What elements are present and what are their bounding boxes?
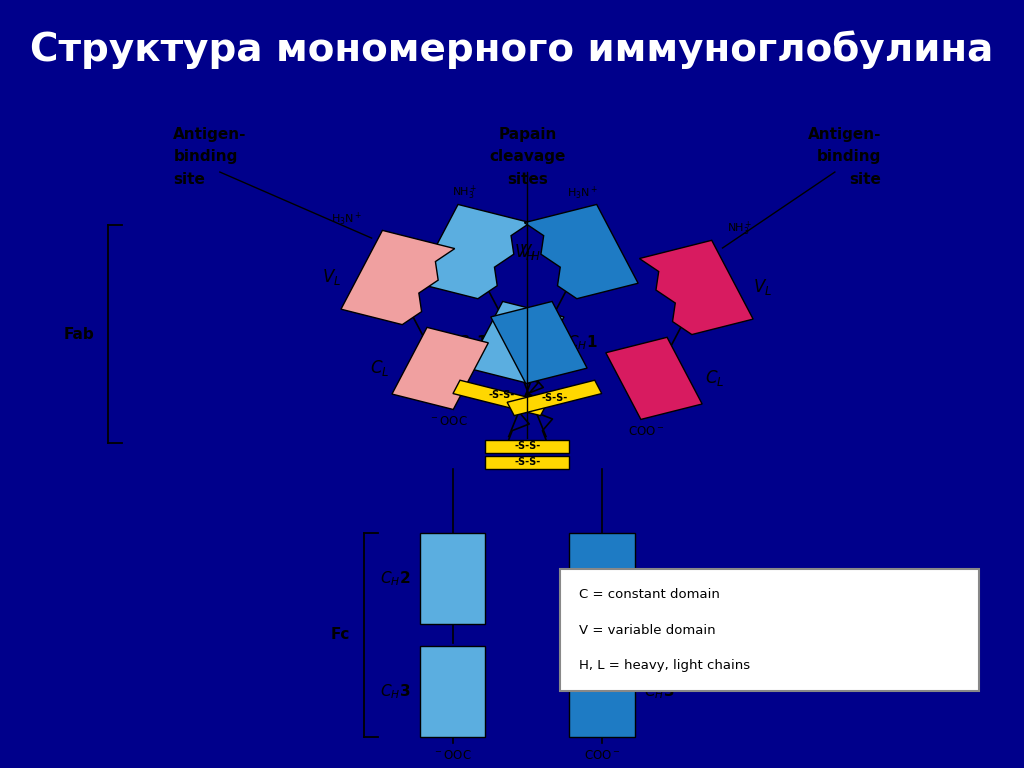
Polygon shape	[490, 302, 587, 383]
Text: COO$^-$: COO$^-$	[584, 750, 621, 763]
Text: $C_H$3: $C_H$3	[644, 569, 675, 588]
Text: cleavage: cleavage	[489, 150, 565, 164]
Text: NH$_3^+$: NH$_3^+$	[727, 220, 753, 238]
Polygon shape	[569, 646, 635, 737]
Text: $V_L$: $V_L$	[753, 277, 772, 297]
Text: H, L = heavy, light chains: H, L = heavy, light chains	[579, 659, 750, 672]
Polygon shape	[468, 302, 564, 383]
Text: $^-$OOC: $^-$OOC	[429, 415, 468, 428]
Text: H$_3$N$^+$: H$_3$N$^+$	[331, 211, 362, 228]
Text: Структура мономерного иммуноглобулина: Структура мономерного иммуноглобулина	[31, 31, 993, 69]
Polygon shape	[420, 533, 485, 624]
Polygon shape	[639, 240, 753, 335]
FancyBboxPatch shape	[560, 569, 979, 691]
Text: $C_L$: $C_L$	[706, 369, 725, 389]
Polygon shape	[392, 327, 488, 409]
Text: sites: sites	[507, 172, 548, 187]
Text: $V_H$: $V_H$	[519, 242, 541, 262]
Text: -S-S-: -S-S-	[514, 457, 541, 468]
Polygon shape	[485, 456, 569, 468]
Text: $C_L$: $C_L$	[370, 359, 389, 379]
Polygon shape	[524, 204, 638, 299]
Text: $C_H$1: $C_H$1	[567, 333, 598, 352]
Text: Antigen-: Antigen-	[173, 127, 247, 142]
Text: binding: binding	[173, 150, 238, 164]
Text: -S-S-: -S-S-	[542, 393, 567, 403]
Text: binding: binding	[817, 150, 882, 164]
Text: Papain: Papain	[498, 127, 557, 142]
Polygon shape	[417, 204, 530, 299]
Text: $C_H$1: $C_H$1	[457, 333, 487, 352]
Text: -S-S-: -S-S-	[488, 390, 515, 400]
Text: $V_H$: $V_H$	[514, 242, 536, 262]
Text: -S-S-: -S-S-	[514, 441, 541, 452]
Text: $C_H$3: $C_H$3	[644, 682, 675, 700]
Polygon shape	[569, 533, 635, 624]
Text: $C_H$2: $C_H$2	[380, 569, 411, 588]
Polygon shape	[507, 380, 602, 415]
Text: site: site	[850, 172, 882, 187]
Polygon shape	[341, 230, 455, 325]
Polygon shape	[485, 440, 569, 452]
Text: $V_L$: $V_L$	[322, 267, 341, 287]
Text: Antigen-: Antigen-	[808, 127, 882, 142]
Text: Fc: Fc	[331, 627, 350, 642]
Polygon shape	[453, 380, 548, 415]
Text: site: site	[173, 172, 205, 187]
Text: C = constant domain: C = constant domain	[579, 588, 720, 601]
Text: H$_3$N$^+$: H$_3$N$^+$	[567, 185, 598, 203]
Text: Fab: Fab	[63, 326, 94, 342]
Polygon shape	[606, 337, 702, 419]
Polygon shape	[420, 646, 485, 737]
Text: COO$^-$: COO$^-$	[628, 425, 664, 438]
Text: $C_H$3: $C_H$3	[380, 682, 411, 700]
Text: V = variable domain: V = variable domain	[579, 624, 715, 637]
Text: NH$_3^+$: NH$_3^+$	[452, 184, 477, 203]
Text: $^-$OOC: $^-$OOC	[433, 750, 472, 763]
